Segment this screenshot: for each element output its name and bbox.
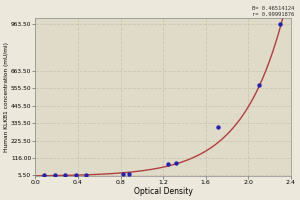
Point [256,83,261,86]
Point [278,22,283,26]
Point [74,174,78,177]
Point [216,126,221,129]
Y-axis label: Human KLKB1 concentration (mU/ml): Human KLKB1 concentration (mU/ml) [4,42,9,152]
Point [127,172,131,176]
Point [173,162,178,165]
Point [84,173,89,177]
Point [63,174,68,177]
Point [166,163,171,166]
Point [41,174,46,177]
Point [120,173,125,176]
Text: B= 0.46514124
r= 0.99991876: B= 0.46514124 r= 0.99991876 [252,6,294,17]
Point [52,174,57,177]
X-axis label: Optical Density: Optical Density [134,187,193,196]
